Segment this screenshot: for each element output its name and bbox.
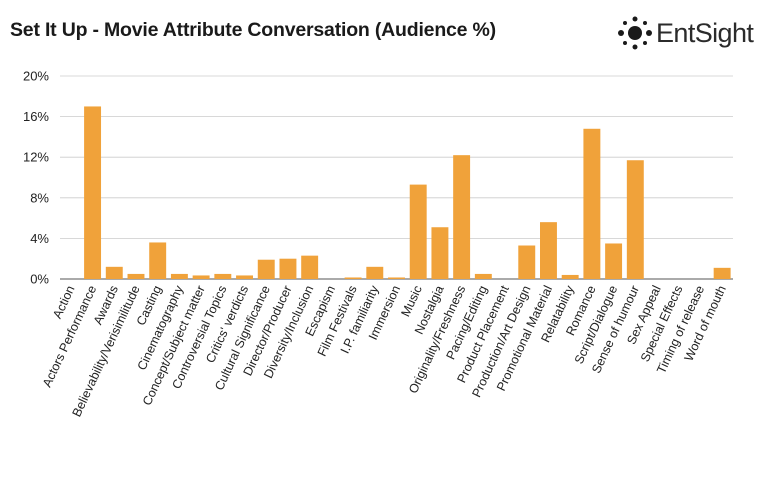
logo-dots-icon [618, 16, 652, 50]
y-tick-label: 4% [30, 231, 49, 246]
chart-title: Set It Up - Movie Attribute Conversation… [10, 19, 496, 41]
bar [713, 267, 731, 279]
bar [583, 128, 601, 279]
y-tick-label: 20% [23, 69, 49, 84]
bar [626, 160, 644, 279]
bar [409, 184, 427, 279]
bar [257, 259, 275, 279]
bar [105, 266, 123, 279]
bar [344, 277, 362, 279]
y-tick-label: 0% [30, 272, 49, 287]
bar [561, 274, 579, 279]
bar [192, 275, 210, 279]
bar [366, 266, 384, 279]
bar [236, 275, 253, 279]
bar [279, 258, 297, 279]
bar [453, 155, 471, 279]
y-tick-label: 16% [23, 109, 49, 124]
bar [301, 255, 319, 279]
bar [127, 273, 145, 279]
bar [84, 106, 102, 279]
y-tick-label: 12% [23, 150, 49, 165]
bar [518, 245, 536, 279]
bar [214, 273, 232, 279]
entsight-logo: EntSight [616, 15, 754, 51]
bar [474, 273, 492, 279]
bar [388, 277, 405, 279]
bar [431, 227, 449, 279]
bar [605, 243, 623, 279]
bar [149, 242, 167, 279]
bar [170, 273, 188, 279]
y-tick-label: 8% [30, 190, 49, 205]
bar [540, 222, 557, 279]
logo-text: EntSight [656, 17, 754, 48]
